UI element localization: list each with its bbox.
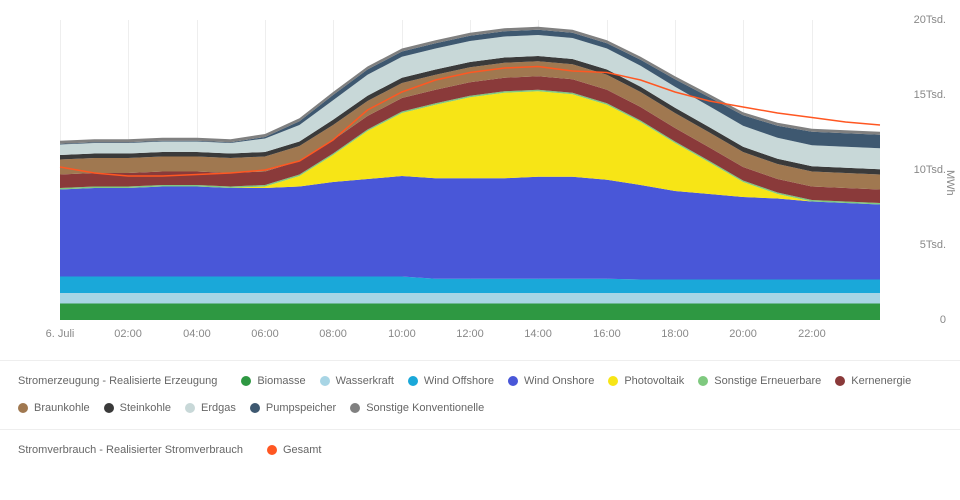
x-tick-label: 06:00 [251,328,279,340]
chart-svg [60,20,880,320]
x-tick-label: 6. Juli [46,328,75,340]
legend-item-label: Sonstige Konventionelle [366,398,484,419]
legend-item-biomasse[interactable]: Biomasse [241,371,305,392]
swatch-icon [608,376,618,386]
y-axis-title: MWh [944,170,956,196]
legend-item-label: Wasserkraft [336,371,394,392]
legend-item-sonstige_konventionelle[interactable]: Sonstige Konventionelle [350,398,484,419]
swatch-icon [408,376,418,386]
swatch-icon [698,376,708,386]
x-tick-label: 22:00 [798,328,826,340]
legend-item-erdgas[interactable]: Erdgas [185,398,236,419]
legend-item-label: Pumpspeicher [266,398,336,419]
legend-item-label: Sonstige Erneuerbare [714,371,821,392]
legend-item-pumpspeicher[interactable]: Pumpspeicher [250,398,336,419]
legend-item-label: Photovoltaik [624,371,684,392]
legend-item-label: Wind Onshore [524,371,594,392]
legend-item-wasserkraft[interactable]: Wasserkraft [320,371,394,392]
y-tick-label: 20Tsd. [914,14,946,26]
legend-consumption-title: Stromverbrauch - Realisierter Stromverbr… [18,440,243,461]
legend-item-label: Kernenergie [851,371,911,392]
legend-generation-title: Stromerzeugung - Realisierte Erzeugung [18,371,217,392]
area-biomasse[interactable] [60,304,880,321]
legend-consumption: Stromverbrauch - Realisierter Stromverbr… [0,429,960,471]
legend-item-steinkohle[interactable]: Steinkohle [104,398,171,419]
swatch-icon [267,445,277,455]
swatch-icon [350,403,360,413]
area-wasserkraft[interactable] [60,293,880,304]
x-tick-label: 20:00 [729,328,757,340]
legend-item-wind_onshore[interactable]: Wind Onshore [508,371,594,392]
x-tick-label: 04:00 [183,328,211,340]
legend-item-sonstige_erneuerbare[interactable]: Sonstige Erneuerbare [698,371,821,392]
swatch-icon [835,376,845,386]
legend-item-kernenergie[interactable]: Kernenergie [835,371,911,392]
y-tick-label: 15Tsd. [914,89,946,101]
swatch-icon [508,376,518,386]
y-tick-label: 0 [940,314,946,326]
swatch-icon [18,403,28,413]
chart-container: 0 5Tsd. 10Tsd. 15Tsd. 20Tsd. MWh 6. Juli 02:0… [0,0,960,360]
legend-item-label: Steinkohle [120,398,171,419]
swatch-icon [185,403,195,413]
swatch-icon [241,376,251,386]
x-tick-label: 14:00 [524,328,552,340]
legend-item-label: Gesamt [283,440,322,461]
y-tick-label: 10Tsd. [914,164,946,176]
legend-item-photovoltaik[interactable]: Photovoltaik [608,371,684,392]
legend-generation: Stromerzeugung - Realisierte Erzeugung B… [0,360,960,429]
x-tick-label: 18:00 [661,328,689,340]
swatch-icon [250,403,260,413]
legend-item-gesamt[interactable]: Gesamt [267,440,322,461]
legend-item-label: Erdgas [201,398,236,419]
legend-item-label: Biomasse [257,371,305,392]
swatch-icon [104,403,114,413]
legend-item-label: Braunkohle [34,398,90,419]
x-tick-label: 12:00 [456,328,484,340]
swatch-icon [320,376,330,386]
legend-item-label: Wind Offshore [424,371,494,392]
y-tick-label: 5Tsd. [920,239,946,251]
legend-item-braunkohle[interactable]: Braunkohle [18,398,90,419]
legend-item-wind_offshore[interactable]: Wind Offshore [408,371,494,392]
x-tick-label: 02:00 [114,328,142,340]
x-tick-label: 10:00 [388,328,416,340]
x-tick-label: 16:00 [593,328,621,340]
x-tick-label: 08:00 [319,328,347,340]
plot-area[interactable] [60,20,880,320]
